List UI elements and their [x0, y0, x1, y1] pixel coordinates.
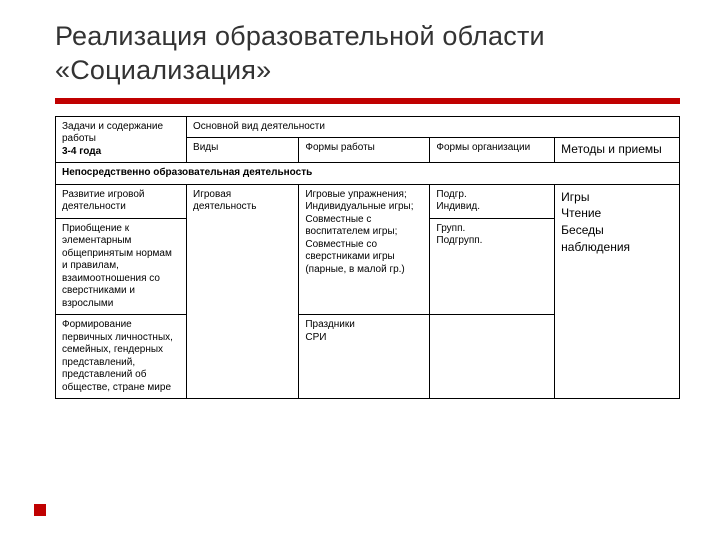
cell-formy-raboty-3: Праздники СРИ — [299, 315, 430, 399]
cell-formy-org-1: Подгр. Индивид. — [430, 184, 555, 218]
table-row: Развитие игровой деятельности Игровая де… — [56, 184, 680, 218]
table-header-row-1: Задачи и содержание работы 3-4 года Осно… — [56, 116, 680, 138]
section-row: Непосредственно образовательная деятельн… — [56, 163, 680, 185]
content-table: Задачи и содержание работы 3-4 года Осно… — [55, 116, 680, 400]
header-sub3: Формы организации — [430, 138, 555, 163]
header-main-span: Основной вид деятельности — [187, 116, 680, 138]
header-col1-line2: 3-4 года — [62, 146, 101, 157]
page-title: Реализация образовательной области «Соци… — [55, 20, 680, 88]
header-col1: Задачи и содержание работы 3-4 года — [56, 116, 187, 163]
header-sub4: Методы и приемы — [555, 138, 680, 163]
cell-r3c1: Формирование первичных личностных, семей… — [56, 315, 187, 399]
header-sub2: Формы работы — [299, 138, 430, 163]
section-label: Непосредственно образовательная деятельн… — [56, 163, 680, 185]
cell-formy-raboty-12: Игровые упражнения; Индивидуальные игры;… — [299, 184, 430, 315]
cell-formy-org-2: Групп. Подгрупп. — [430, 218, 555, 315]
accent-bar — [55, 98, 680, 104]
cell-vidy: Игровая деятельность — [187, 184, 299, 399]
legend-square-icon — [34, 504, 46, 516]
cell-r2c1: Приобщение к элементарным общепринятым н… — [56, 218, 187, 315]
header-col1-line1: Задачи и содержание работы — [62, 121, 163, 145]
cell-r1c1: Развитие игровой деятельности — [56, 184, 187, 218]
header-sub1: Виды — [187, 138, 299, 163]
cell-empty — [430, 315, 555, 399]
cell-methods: Игры Чтение Беседы наблюдения — [555, 184, 680, 399]
